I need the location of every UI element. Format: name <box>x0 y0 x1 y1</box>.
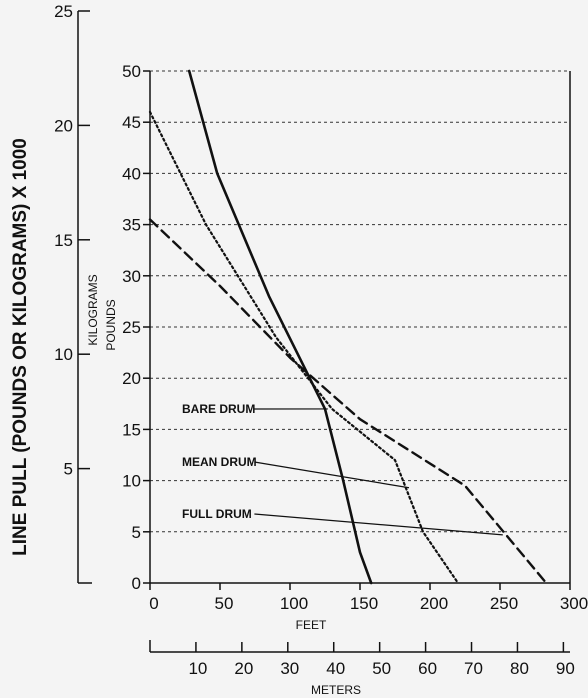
line-pull-axis-title: LINE PULL (POUNDS OR KILOGRAMS) X 1000 <box>10 138 31 556</box>
pounds-tick-label: 35 <box>122 216 141 235</box>
pounds-tick-label: 20 <box>122 369 141 388</box>
axis-text: LINE PULL (POUNDS OR KILOGRAMS) X 1000 K… <box>10 138 361 697</box>
pounds-tick-label: 30 <box>122 267 141 286</box>
kilograms-tick-label: 5 <box>64 460 73 479</box>
pounds-tick-label: 5 <box>132 523 141 542</box>
feet-tick-label: 250 <box>490 594 518 613</box>
annotations: BARE DRUM MEAN DRUM FULL DRUM <box>182 402 503 536</box>
pounds-tick-label: 45 <box>122 113 141 132</box>
pounds-tick-label: 10 <box>122 472 141 491</box>
meters-tick-label: 60 <box>418 659 437 678</box>
feet-tick-label: 150 <box>350 594 378 613</box>
meters-tick-label: 40 <box>326 659 345 678</box>
pounds-tick-label: 40 <box>122 164 141 183</box>
pounds-tick-label: 0 <box>132 574 141 593</box>
pounds-tick-label: 15 <box>122 420 141 439</box>
meters-tick-label: 50 <box>372 659 391 678</box>
meters-tick-label: 20 <box>234 659 253 678</box>
feet-tick-label: 50 <box>215 594 234 613</box>
meters-tick-label: 90 <box>556 659 575 678</box>
annotation-leader-full-drum <box>254 513 503 536</box>
pounds-tick-label: 50 <box>122 62 141 81</box>
annotation-mean-drum: MEAN DRUM <box>182 455 257 469</box>
kilograms-tick-label: 15 <box>54 231 73 250</box>
kilograms-axis-title: KILOGRAMS <box>86 274 100 345</box>
kilograms-tick-label: 25 <box>54 2 73 21</box>
pounds-axis-title: POUNDS <box>104 299 118 350</box>
meters-tick-label: 30 <box>280 659 299 678</box>
annotation-bare-drum: BARE DRUM <box>182 402 255 416</box>
pounds-tick-label: 25 <box>122 318 141 337</box>
meters-tick-label: 10 <box>188 659 207 678</box>
meters-axis-title: METERS <box>311 683 361 697</box>
annotation-full-drum: FULL DRUM <box>182 507 252 521</box>
feet-tick-label: 300 <box>560 594 588 613</box>
feet-tick-label: 0 <box>149 594 158 613</box>
kilograms-tick-label: 10 <box>54 345 73 364</box>
meters-tick-label: 80 <box>510 659 529 678</box>
kilograms-tick-label: 20 <box>54 116 73 135</box>
series-line-mean-drum <box>148 110 460 585</box>
feet-axis-title: FEET <box>296 618 327 632</box>
meters-tick-label: 70 <box>464 659 483 678</box>
feet-tick-label: 200 <box>420 594 448 613</box>
grid <box>150 70 570 533</box>
feet-tick-label: 100 <box>280 594 308 613</box>
series-line-full-drum <box>148 218 548 585</box>
annotation-leader-mean-drum <box>254 461 410 489</box>
